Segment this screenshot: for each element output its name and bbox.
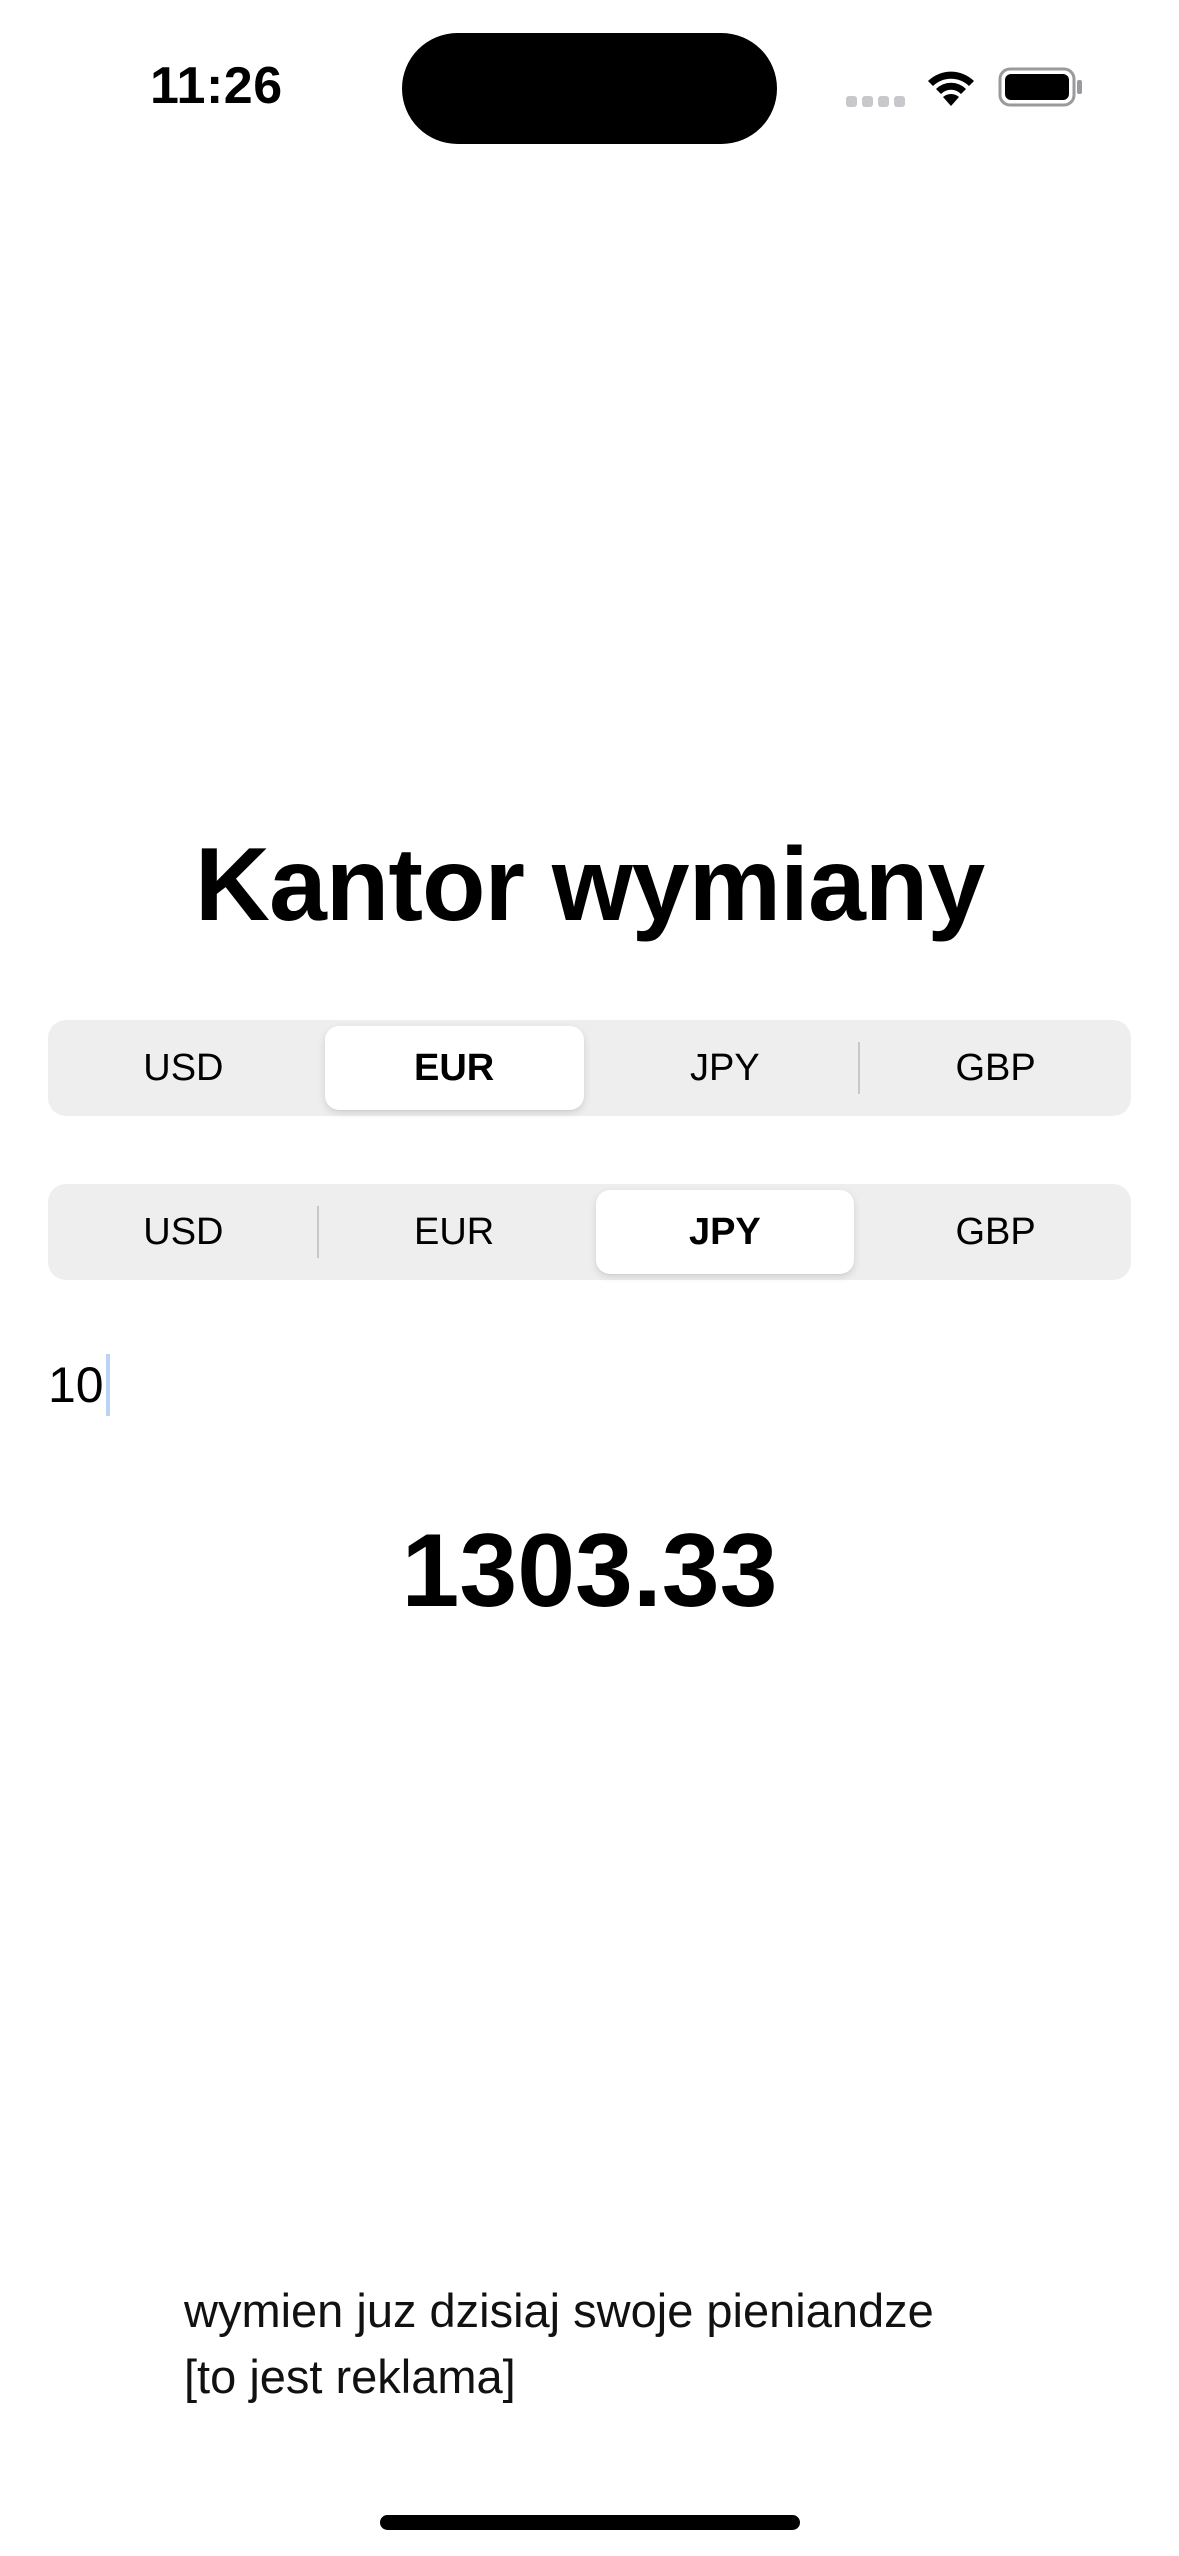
battery-icon — [998, 67, 1082, 107]
from-segment-jpy[interactable]: JPY — [590, 1020, 861, 1116]
text-caret — [105, 1354, 110, 1416]
segment-label: GBP — [955, 1210, 1036, 1253]
from-currency-picker: USD EUR JPY GBP — [48, 1020, 1131, 1116]
segment-label: USD — [143, 1210, 224, 1253]
to-segment-gbp[interactable]: GBP — [860, 1184, 1131, 1280]
amount-input[interactable]: 10 — [48, 1350, 1131, 1420]
from-segment-eur[interactable]: EUR — [319, 1020, 590, 1116]
to-segment-jpy[interactable]: JPY — [590, 1184, 861, 1280]
home-indicator[interactable] — [380, 2515, 800, 2530]
ad-line-2: [to jest reklama] — [184, 2350, 516, 2403]
ad-banner: wymien juz dzisiaj swoje pieniandze [to … — [184, 2278, 1044, 2410]
page-title: Kantor wymiany — [194, 827, 985, 943]
segment-label: USD — [143, 1046, 224, 1089]
wifi-icon — [928, 71, 974, 106]
from-segment-gbp[interactable]: GBP — [860, 1020, 1131, 1116]
to-segment-eur[interactable]: EUR — [319, 1184, 590, 1280]
dynamic-island — [402, 33, 777, 144]
segment-divider — [858, 1042, 861, 1094]
conversion-result: 1303.33 — [401, 1513, 778, 1629]
ad-line-1: wymien juz dzisiaj swoje pieniandze — [184, 2284, 934, 2337]
amount-value: 10 — [48, 1357, 104, 1413]
segment-label: EUR — [414, 1210, 495, 1253]
from-segment-usd[interactable]: USD — [48, 1020, 319, 1116]
signal-icon — [846, 96, 906, 108]
segment-label: JPY — [690, 1046, 760, 1089]
segment-divider — [316, 1206, 319, 1258]
to-segment-usd[interactable]: USD — [48, 1184, 319, 1280]
segment-label: EUR — [414, 1046, 495, 1089]
segment-label: GBP — [955, 1046, 1036, 1089]
status-time: 11:26 — [150, 57, 283, 115]
to-currency-picker: USD EUR JPY GBP — [48, 1184, 1131, 1280]
segment-label: JPY — [688, 1210, 761, 1253]
